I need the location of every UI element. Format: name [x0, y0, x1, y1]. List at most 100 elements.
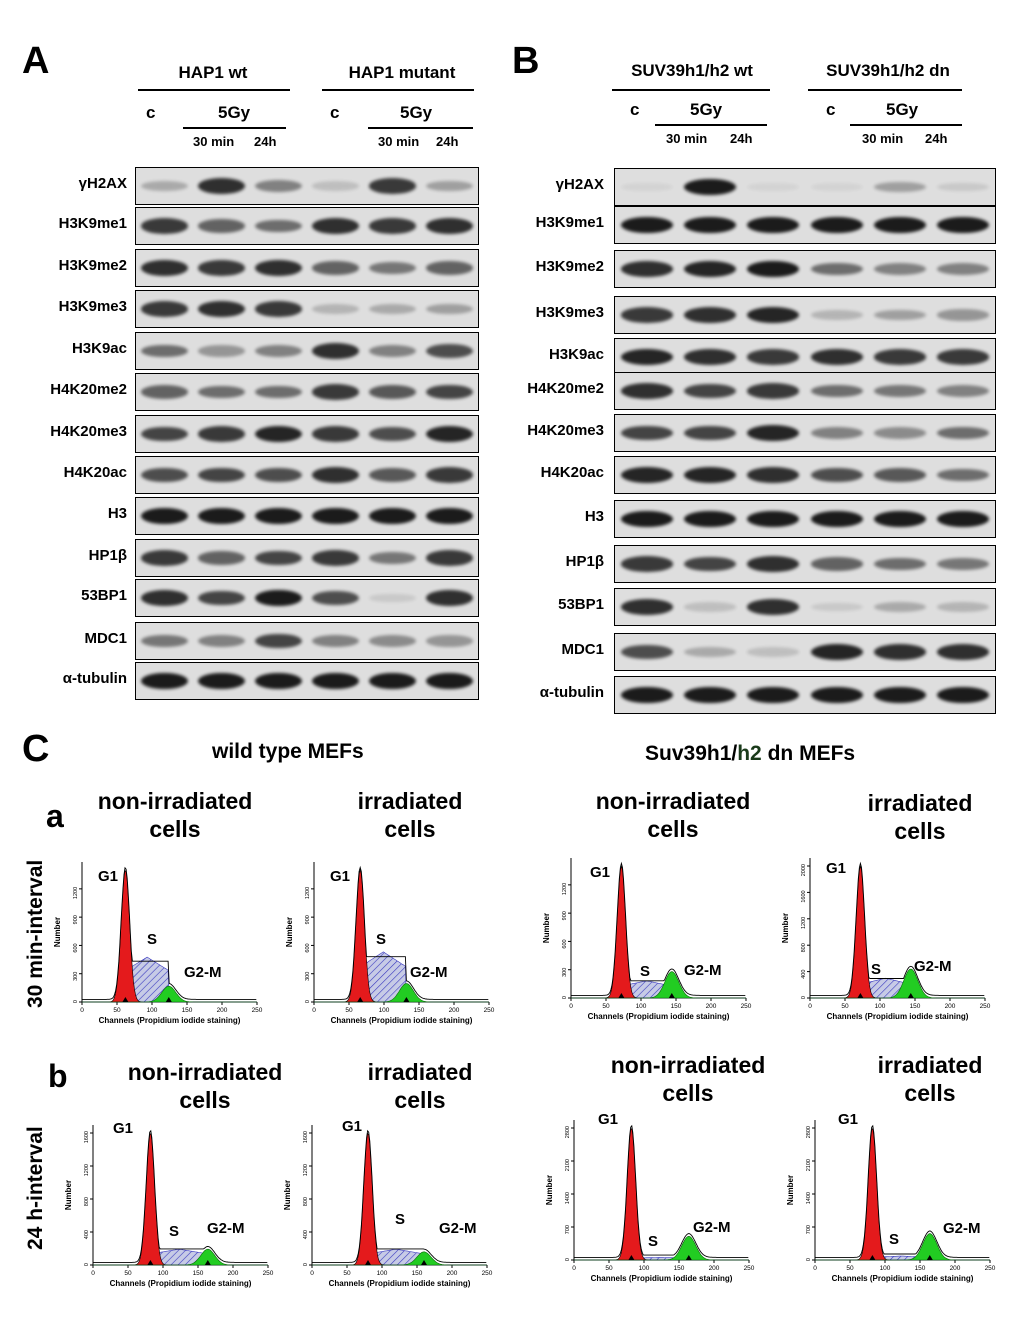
x-tick-label: 100: [147, 1007, 158, 1014]
x-tick-label: 200: [945, 1003, 956, 1010]
blot-band: [312, 507, 359, 525]
blot-band: [747, 383, 800, 399]
blot-strip-5: [135, 373, 479, 411]
blot-band: [747, 349, 800, 365]
panel-c-title-right: Suv39h1/h2 dn MEFs: [645, 742, 855, 766]
g1-label: G1: [838, 1111, 858, 1128]
x-tick-label: 100: [880, 1265, 891, 1272]
caption-line-1: irradiated: [357, 788, 463, 814]
y-tick-label: 1600: [801, 890, 807, 902]
x-tick-label: 150: [915, 1265, 926, 1272]
blot-band: [255, 301, 302, 317]
blot-band: [684, 307, 736, 323]
x-tick-label: 250: [263, 1270, 274, 1277]
blot-band: [141, 507, 188, 525]
y-axis-label: Number: [542, 913, 551, 943]
blot-band: [198, 590, 245, 606]
caption-a-wt-irr: irradiated cells: [320, 787, 500, 843]
x-tick-label: 150: [671, 1003, 682, 1010]
y-tick-label: 900: [305, 915, 311, 924]
caption-line-1: non-irradiated: [97, 788, 253, 814]
blot-band: [747, 510, 800, 528]
g2m-peak: [815, 1233, 990, 1261]
blot-band: [426, 180, 473, 192]
blot-band: [369, 303, 416, 315]
x-tick-label: 150: [182, 1007, 193, 1014]
blot-band: [620, 510, 673, 528]
blot-label-5: H4K20me2: [50, 381, 127, 398]
x-tick-label: 200: [228, 1270, 239, 1277]
blot-strip-0: [135, 167, 479, 205]
blot-band: [684, 602, 736, 612]
total-fit-line: [314, 865, 489, 1000]
blot-label-2: H3K9me2: [58, 257, 127, 274]
blot-strip-11: [614, 633, 996, 671]
blot-strip-12: [135, 662, 479, 700]
blot-band: [141, 590, 188, 606]
panel-b-t1-2: 30 min: [862, 131, 904, 146]
s-label: S: [376, 931, 386, 948]
blot-band: [684, 510, 736, 528]
panel-b-dose-line-1: [655, 124, 767, 126]
y-tick-label: 300: [305, 972, 311, 981]
blot-strip-6: [614, 414, 996, 452]
blot-band: [369, 593, 416, 603]
blot-label-10: 53BP1: [558, 596, 604, 613]
y-tick-label: 1600: [303, 1131, 309, 1143]
y-tick-label: 600: [305, 943, 311, 952]
blot-band: [810, 182, 863, 192]
y-tick-label: 1200: [305, 887, 311, 899]
x-tick-label: 250: [744, 1265, 755, 1272]
blot-label-9: HP1β: [565, 553, 604, 570]
blot-band: [937, 216, 990, 234]
blot-band: [141, 385, 188, 399]
peak-marker: [869, 1255, 876, 1260]
g1-label: G1: [590, 864, 610, 881]
blot-label-12: α-tubulin: [539, 684, 604, 701]
panel-a-dose-line-2: [368, 127, 473, 129]
blot-label-1: H3K9me1: [535, 214, 604, 231]
blot-band: [312, 181, 359, 191]
x-tick-label: 50: [113, 1007, 121, 1014]
blot-band: [312, 304, 359, 314]
blot-band: [198, 260, 245, 276]
blot-band: [255, 550, 302, 566]
g2m-label: G2-M: [684, 962, 722, 979]
blot-label-8: H3: [107, 505, 127, 522]
caption-line-2: cells: [894, 818, 946, 844]
blot-band: [874, 686, 926, 704]
blot-label-0: γH2AX: [78, 175, 127, 192]
x-tick-label: 100: [639, 1265, 650, 1272]
row-b-letter: b: [48, 1058, 68, 1094]
y-tick-label: 0: [84, 1263, 90, 1266]
y-tick-label: 300: [562, 968, 568, 977]
peak-marker: [618, 993, 625, 998]
blot-band: [198, 672, 245, 690]
x-tick-label: 250: [252, 1007, 263, 1014]
blot-strip-12: [614, 676, 996, 714]
blot-strip-9: [614, 545, 996, 583]
blot-strip-1: [135, 207, 479, 245]
caption-b-dn-irr: irradiated cells: [840, 1051, 1020, 1107]
g2m-label: G2-M: [914, 958, 952, 975]
blot-label-9: HP1β: [88, 547, 127, 564]
x-tick-label: 50: [602, 1003, 610, 1010]
blot-band: [810, 557, 863, 571]
panel-c-title-left: wild type MEFs: [212, 740, 364, 763]
g1-peak: [574, 1127, 749, 1261]
panel-b-t1-1: 30 min: [666, 131, 708, 146]
blot-band: [312, 384, 359, 400]
y-axis-label: Number: [545, 1175, 554, 1205]
g2m-label: G2-M: [207, 1220, 245, 1237]
x-tick-label: 200: [217, 1007, 228, 1014]
y-tick-label: 700: [565, 1225, 571, 1234]
panel-b-group2-title: SUV39h1/h2 dn: [826, 61, 950, 80]
blot-band: [620, 216, 673, 234]
panel-a-control-1: c: [146, 103, 156, 122]
panel-a-t1-1: 30 min: [193, 134, 235, 149]
caption-a-dn-irr: irradiated cells: [830, 789, 1010, 845]
s-label: S: [871, 961, 881, 978]
caption-a-dn-nonirr: non-irradiated cells: [568, 787, 778, 843]
blot-band: [255, 589, 302, 607]
blot-strip-0: [614, 168, 996, 206]
